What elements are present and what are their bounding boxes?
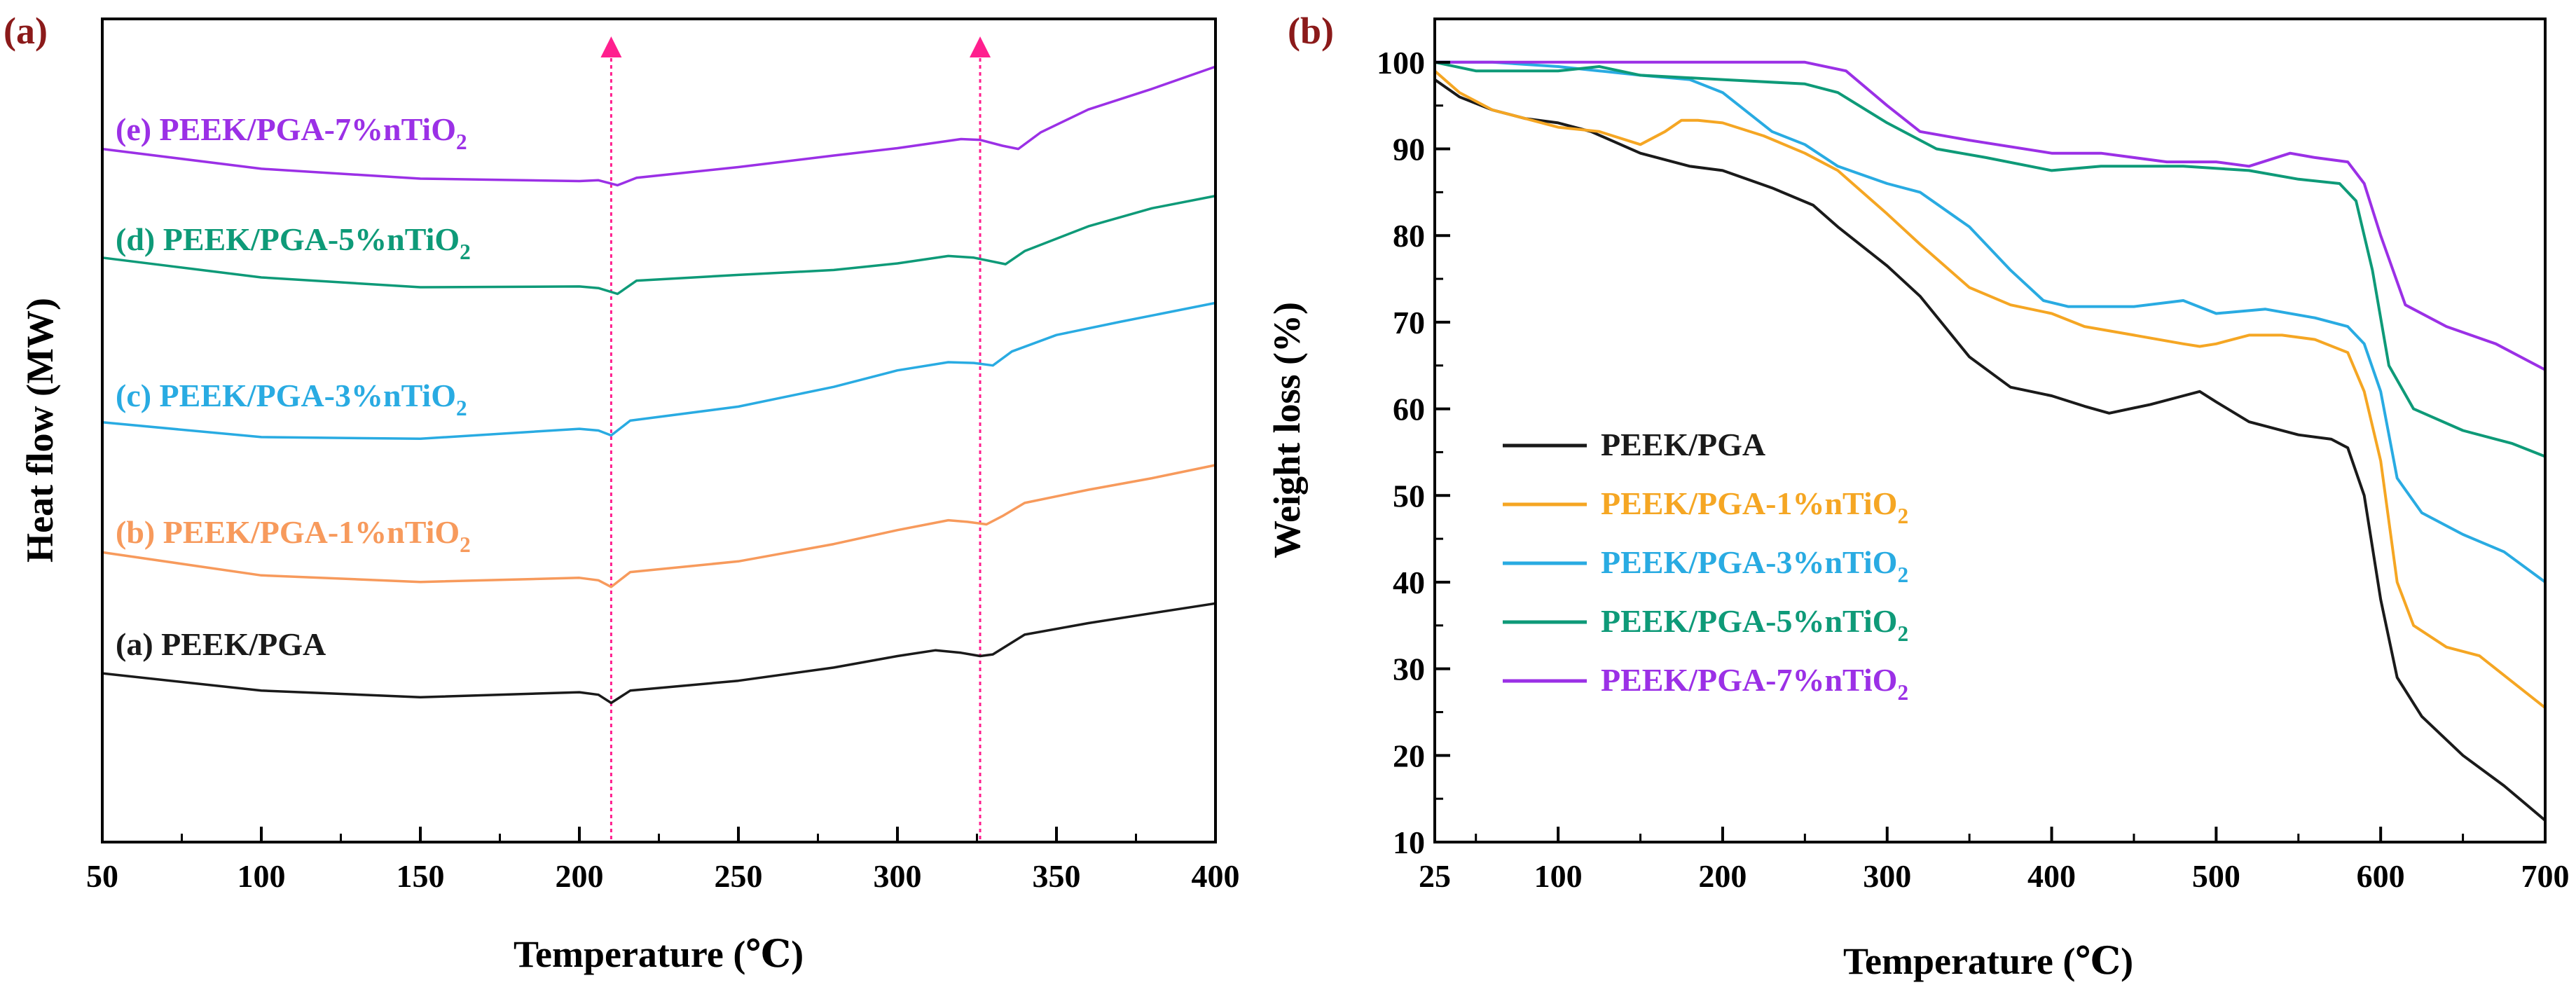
- panel-b-y-tick-label: 100: [1377, 45, 1425, 81]
- panel-a-series-label-1: (b) PEEK/PGA-1%nTiO2: [116, 514, 471, 557]
- panel-b-x-tick-label: 400: [2027, 858, 2076, 894]
- panel-a-x-tick-label: 150: [397, 858, 445, 894]
- panel-a-x-tick-label: 300: [874, 858, 922, 894]
- panel-b-y-axis: 10 20 30 40 50 60 70 80 90 100: [1377, 45, 1450, 860]
- panel-a-x-tick-label: 400: [1192, 858, 1240, 894]
- panel-b-series-line-4: [1435, 60, 2546, 371]
- panel-b-y-tick-label: 60: [1393, 392, 1425, 427]
- panel-a-label: (a): [4, 10, 48, 52]
- panel-a-series-labels: (a) PEEK/PGA (b) PEEK/PGA-1%nTiO2 (c) PEEK…: [116, 111, 471, 662]
- panel-b-x-tick-label: 600: [2357, 858, 2405, 894]
- panel-a-x-axis-title: Temperature (℃): [514, 933, 804, 975]
- panel-a-x-tick-label: 250: [715, 858, 763, 894]
- panel-b-label: (b): [1288, 10, 1334, 52]
- panel-b-y-tick-label: 90: [1393, 132, 1425, 167]
- panel-a-series-label-3: (d) PEEK/PGA-5%nTiO2: [116, 221, 471, 264]
- panel-b-y-tick-label: 20: [1393, 738, 1425, 773]
- panel-a-series-label-4: (e) PEEK/PGA-7%nTiO2: [116, 111, 467, 154]
- panel-a-x-tick-label: 350: [1033, 858, 1081, 894]
- panel-a-dsc-chart: (a) 50 100 150 200 250 300 350 400 (a) PEEK/PGA…: [4, 10, 1240, 975]
- panel-b-x-axis-title: Temperature (℃): [1843, 940, 2133, 982]
- panel-b-legend: PEEK/PGA PEEK/PGA-1%nTiO2 PEEK/PGA-3%nTiO2…: [1503, 427, 1908, 705]
- panel-b-x-tick-label: 200: [1698, 858, 1747, 894]
- panel-a-series-line-4: [102, 65, 1216, 187]
- panel-a-y-axis-title: Heat flow (MW): [19, 298, 61, 563]
- panel-b-x-tick-label: 700: [2521, 858, 2570, 894]
- panel-b-x-axis: 25 100 200 300 400 500 600 700: [1419, 827, 2570, 894]
- panel-b-plot-area: [1433, 60, 2547, 822]
- panel-b-y-tick-label: 40: [1393, 565, 1425, 600]
- panel-b-series-line-0: [1433, 78, 2547, 822]
- panel-a-plot-area: [102, 36, 1216, 839]
- panel-a-x-tick-label: 100: [237, 858, 286, 894]
- panel-b-x-tick-label: 300: [1863, 858, 1911, 894]
- panel-a-series-line-1: [102, 464, 1216, 588]
- panel-b-series-line-1: [1433, 69, 2547, 709]
- panel-a-x-axis: 50 100 150 200 250 300 350 400: [86, 827, 1240, 894]
- panel-b-tga-chart: (b) 25 100 200 300 400 500 600 700 10 20 30 40 50 60…: [1266, 10, 2570, 982]
- panel-a-x-tick-label: 50: [86, 858, 118, 894]
- panel-a-series-line-3: [102, 194, 1216, 296]
- panel-a-series-label-2: (c) PEEK/PGA-3%nTiO2: [116, 378, 467, 420]
- panel-b-frame: [1433, 18, 2547, 843]
- panel-b-y-tick-label: 50: [1393, 478, 1425, 514]
- panel-b-y-tick-label: 30: [1393, 652, 1425, 687]
- panel-b-y-tick-label: 10: [1393, 825, 1425, 860]
- panel-b-legend-label-0: PEEK/PGA: [1601, 427, 1765, 462]
- panel-b-series-line-3: [1434, 60, 2546, 458]
- panel-b-x-tick-label: 500: [2192, 858, 2240, 894]
- panel-b-legend-label-4: PEEK/PGA-7%nTiO2: [1601, 662, 1908, 705]
- panel-a-series-line-0: [102, 602, 1216, 705]
- panel-b-legend-label-1: PEEK/PGA-1%nTiO2: [1601, 485, 1908, 528]
- panel-b-x-tick-label: 100: [1534, 858, 1583, 894]
- panel-a-x-tick-label: 200: [556, 858, 604, 894]
- panel-b-y-axis-title: Weight loss (%): [1266, 302, 1308, 558]
- panel-a-series-label-0: (a) PEEK/PGA: [116, 626, 326, 662]
- panel-b-y-tick-label: 70: [1393, 305, 1425, 340]
- panel-b-y-tick-label: 80: [1393, 218, 1425, 254]
- panel-b-x-tick-label: 25: [1419, 858, 1451, 894]
- panel-b-legend-label-3: PEEK/PGA-5%nTiO2: [1601, 603, 1908, 646]
- panel-a-series-line-2: [102, 301, 1216, 441]
- panel-b-legend-label-2: PEEK/PGA-3%nTiO2: [1601, 544, 1908, 587]
